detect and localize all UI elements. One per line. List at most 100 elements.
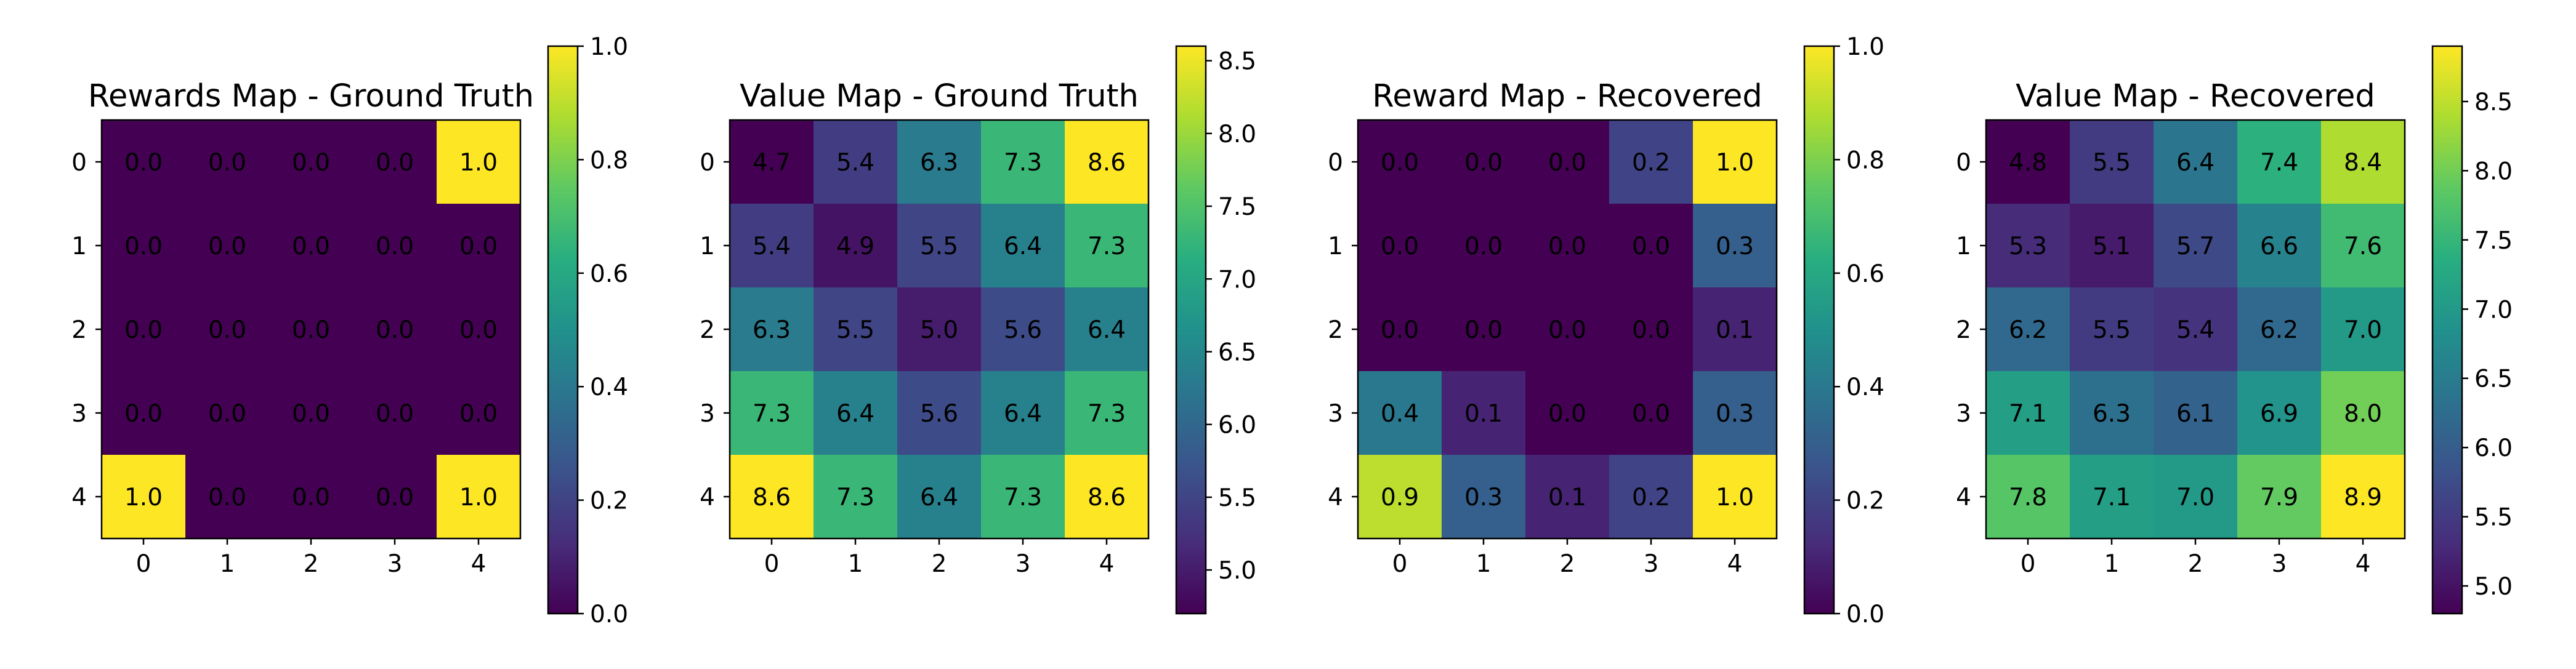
heatmap-cell: [1693, 204, 1777, 288]
cell-label: 7.3: [1004, 484, 1042, 511]
heatmap-cell: [897, 371, 982, 455]
heatmap-cell: [730, 371, 814, 455]
cell-label: 0.0: [292, 400, 330, 428]
cell-label: 0.0: [124, 233, 163, 260]
cell-label: 6.6: [2260, 233, 2298, 260]
cell-label: 6.1: [2176, 400, 2215, 428]
heatmap-cell: [102, 120, 186, 204]
heatmap-cell: [2237, 371, 2322, 455]
x-tick-label: 2: [932, 550, 947, 578]
cell-label: 6.2: [2009, 316, 2047, 344]
colorbar-tick-label: 1.0: [1846, 33, 1884, 61]
cell-label: 6.3: [920, 149, 958, 177]
heatmap-cell: [730, 120, 814, 204]
cell-label: 7.9: [2260, 484, 2298, 511]
cell-label: 0.0: [459, 316, 498, 344]
cell-label: 5.4: [836, 149, 874, 177]
cell-label: 5.4: [753, 233, 791, 260]
y-tick-label: 1: [71, 233, 87, 260]
heatmap-cell: [1442, 455, 1526, 539]
heatmap-cell: [1693, 120, 1777, 204]
cell-label: 6.3: [753, 316, 791, 344]
x-tick-label: 0: [2021, 550, 2036, 578]
chart-3: Reward Map - Recovered 0.0 0.0 0.0 0.2 1.0 0.0…: [1328, 33, 1884, 628]
cell-label: 0.1: [1548, 484, 1586, 511]
heatmap-cell: [897, 455, 982, 539]
heatmap-cell: [1609, 204, 1694, 288]
cell-label: 5.1: [2093, 233, 2131, 260]
heatmap-cell: [1609, 455, 1694, 539]
heatmap-cell: [1986, 204, 2070, 288]
heatmap-cell: [2154, 371, 2238, 455]
x-tick-label: 4: [2356, 550, 2371, 578]
heatmap-cell: [1442, 204, 1526, 288]
cell-label: 5.6: [920, 400, 958, 428]
x-tick-label: 0: [764, 550, 780, 578]
x-tick-label: 1: [2104, 550, 2120, 578]
x-tick-label: 4: [1099, 550, 1115, 578]
colorbar-tick-label: 0.8: [590, 146, 628, 174]
heatmap-cell: [1358, 455, 1442, 539]
y-tick-label: 4: [71, 484, 87, 511]
cell-label: 7.3: [836, 484, 874, 511]
heatmap-cell: [2321, 371, 2405, 455]
cell-label: 8.6: [753, 484, 791, 511]
cell-label: 5.5: [836, 316, 874, 344]
colorbar-tick-label: 0.4: [590, 374, 628, 401]
heatmap-cell: [2237, 455, 2322, 539]
heatmap-cell: [730, 455, 814, 539]
heatmap-cell: [1442, 120, 1526, 204]
heatmap-cell: [2321, 287, 2405, 372]
heatmap-cell: [437, 455, 521, 539]
heatmap-cell: [1986, 371, 2070, 455]
cell-label: 8.6: [1088, 484, 1126, 511]
heatmap-cell: [1525, 204, 1610, 288]
heatmap-cell: [981, 287, 1065, 372]
y-tick-label: 2: [71, 316, 87, 344]
heatmap-cell: [1609, 120, 1694, 204]
y-tick-label: 0: [1956, 149, 1971, 177]
colorbar: [2431, 45, 2463, 615]
chart-title: Rewards Map - Ground Truth: [88, 78, 534, 114]
chart-title: Value Map - Ground Truth: [740, 78, 1139, 114]
cell-label: 0.3: [1716, 233, 1754, 260]
heatmap-cell: [102, 204, 186, 288]
cell-label: 0.9: [1381, 484, 1419, 511]
cell-label: 7.1: [2009, 400, 2047, 428]
cell-label: 0.0: [292, 484, 330, 511]
colorbar: [547, 45, 579, 615]
heatmap-cell: [981, 120, 1065, 204]
x-tick-label: 3: [2272, 550, 2287, 578]
chart-title: Reward Map - Recovered: [1372, 78, 1762, 114]
cell-label: 0.0: [292, 233, 330, 260]
heatmap-cell: [814, 287, 898, 372]
chart-2: Value Map - Ground Truth 4.7 5.4 6.3 7.3 8.6 5…: [700, 45, 1256, 615]
x-tick-label: 3: [387, 550, 403, 578]
heatmap-cell: [2070, 287, 2154, 372]
heatmap-cell: [1065, 455, 1149, 539]
heatmap-cell: [1065, 371, 1149, 455]
cell-label: 0.1: [1716, 316, 1754, 344]
cell-label: 8.6: [1088, 149, 1126, 177]
heatmap-cell: [2070, 204, 2154, 288]
cell-label: 0.0: [376, 316, 414, 344]
heatmap-cell: [437, 287, 521, 372]
x-tick-label: 1: [220, 550, 235, 578]
cell-label: 4.8: [2009, 149, 2047, 177]
cell-label: 0.0: [1464, 149, 1503, 177]
heatmap-cell: [814, 204, 898, 288]
cell-label: 0.0: [1464, 316, 1503, 344]
colorbar: [1803, 45, 1835, 615]
colorbar-tick-label: 7.5: [1218, 193, 1256, 221]
y-tick-label: 4: [700, 484, 715, 511]
cell-label: 0.0: [208, 316, 246, 344]
cell-label: 0.0: [376, 233, 414, 260]
colorbar-tick-label: 7.0: [2474, 296, 2513, 324]
chart-4: Value Map - Recovered 4.8 5.5 6.4 7.4 8.4 5.3 5…: [1956, 45, 2513, 615]
cell-label: 0.0: [1548, 400, 1586, 428]
heatmap-cell: [1609, 371, 1694, 455]
cell-label: 1.0: [1716, 149, 1754, 177]
x-tick-label: 4: [471, 550, 487, 578]
cell-label: 0.3: [1716, 400, 1754, 428]
cell-label: 5.4: [2176, 316, 2215, 344]
